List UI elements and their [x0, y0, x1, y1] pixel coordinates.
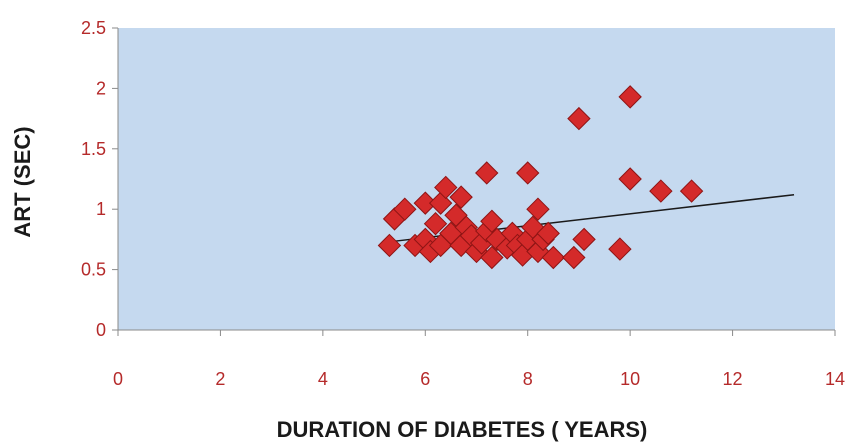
x-tick-label: 2 [215, 369, 225, 389]
axes-layer [112, 27, 836, 336]
data-point [475, 161, 499, 185]
x-tick-label: 10 [620, 369, 640, 389]
data-point [608, 237, 632, 261]
data-point [679, 179, 704, 203]
data-point [377, 233, 402, 258]
y-axis-title: ART (SEC) [10, 126, 35, 237]
x-tick-label: 8 [523, 369, 533, 389]
plot-area [118, 28, 835, 330]
data-point [567, 106, 591, 131]
x-axis-title: DURATION OF DIABETES ( YEARS) [277, 417, 648, 442]
data-point [536, 221, 560, 246]
data-point [393, 197, 417, 221]
y-tick-label: 1.5 [81, 139, 106, 159]
data-point [423, 211, 448, 236]
data-point [541, 245, 566, 270]
y-tick-label: 2.5 [81, 18, 106, 38]
x-tick-label: 4 [318, 369, 328, 389]
data-point [516, 161, 540, 185]
data-point [480, 245, 504, 270]
data-point [618, 85, 642, 109]
y-tick-label: 0.5 [81, 260, 106, 280]
data-point [434, 175, 458, 200]
x-tick-label: 6 [420, 369, 430, 389]
y-tick-label: 2 [96, 78, 106, 98]
y-tick-label: 0 [96, 320, 106, 340]
data-point [562, 245, 586, 270]
data-point [572, 227, 596, 252]
data-point [449, 185, 473, 209]
x-tick-label: 0 [113, 369, 123, 389]
data-points-layer [377, 85, 704, 270]
tick-labels-layer: 0 0.5 1 1.5 2 2.5 0 2 4 6 8 10 12 14 [81, 18, 845, 389]
y-tick-label: 1 [96, 199, 106, 219]
data-point [649, 179, 673, 203]
x-tick-label: 14 [825, 369, 845, 389]
data-point [480, 209, 504, 233]
data-point [526, 197, 550, 221]
data-point [618, 167, 642, 191]
x-tick-label: 12 [723, 369, 743, 389]
